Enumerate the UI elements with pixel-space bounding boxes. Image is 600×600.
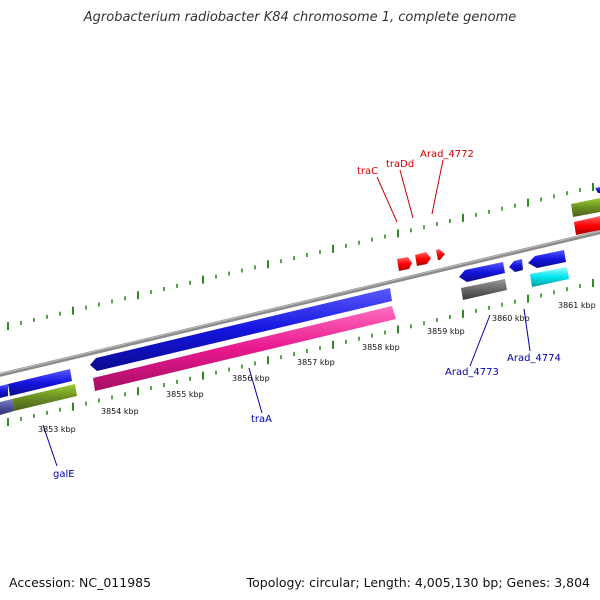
scale-label: 3858 kbp	[362, 343, 400, 352]
forward-cds-arrow	[90, 288, 392, 371]
scale-label: 3854 kbp	[101, 407, 139, 416]
gene-label-traa: traA	[251, 414, 272, 425]
gene-label-arad-4772: Arad_4772	[420, 149, 474, 160]
forward-tick-ring	[7, 183, 594, 331]
reverse-cds-arrow	[93, 306, 396, 391]
scale-label: 3860 kbp	[492, 314, 530, 323]
map-title: Agrobacterium radiobacter K84 chromosome…	[83, 10, 517, 25]
forward-cds-arrow	[0, 384, 8, 398]
gene-label-trac: traC	[357, 166, 378, 177]
gene-label-arad-4773: Arad_4773	[445, 367, 499, 378]
genome-backbone	[0, 230, 600, 377]
reverse-cds-arrow	[12, 384, 77, 411]
reverse-cds-arrow	[530, 267, 569, 287]
gene-label-gale: galE	[53, 469, 75, 480]
forward-cds-arrow	[595, 187, 600, 193]
scale-label: 3859 kbp	[427, 327, 465, 336]
reverse-cds-arrow	[574, 216, 600, 235]
forward-cds-arrow	[397, 257, 412, 271]
scale-label: 3861 kbp	[558, 301, 596, 310]
forward-cds-arrow	[509, 259, 523, 272]
reverse-cds-arrow	[461, 279, 507, 300]
forward-cds-arrow	[415, 252, 431, 266]
gene-label-tradd: traDd	[386, 159, 414, 170]
forward-cds-arrow	[436, 249, 445, 260]
reverse-cds-arrow	[0, 399, 14, 415]
scale-label: 3857 kbp	[297, 358, 335, 367]
forward-cds-arrow	[528, 250, 566, 268]
reverse-cds-arrow	[571, 198, 600, 217]
scale-label: 3855 kbp	[166, 390, 204, 399]
accession-label: Accession: NC_011985	[9, 575, 152, 590]
forward-cds-arrow	[8, 369, 72, 396]
gene-label-arad-4774: Arad_4774	[507, 353, 561, 364]
forward-cds-arrow	[459, 262, 505, 282]
scale-label: 3856 kbp	[232, 374, 270, 383]
genome-summary: Topology: circular; Length: 4,005,130 bp…	[246, 575, 590, 590]
gene-labels: traC traDd Arad_4772 galE traA Arad_4773…	[53, 149, 561, 480]
genome-backbone-highlight	[0, 230, 600, 375]
scale-labels: 3853 kbp 3854 kbp 3855 kbp 3856 kbp 3857…	[38, 301, 596, 434]
scale-label: 3853 kbp	[38, 425, 76, 434]
gene-callout-lines	[42, 159, 531, 467]
reverse-tick-ring	[7, 279, 594, 427]
